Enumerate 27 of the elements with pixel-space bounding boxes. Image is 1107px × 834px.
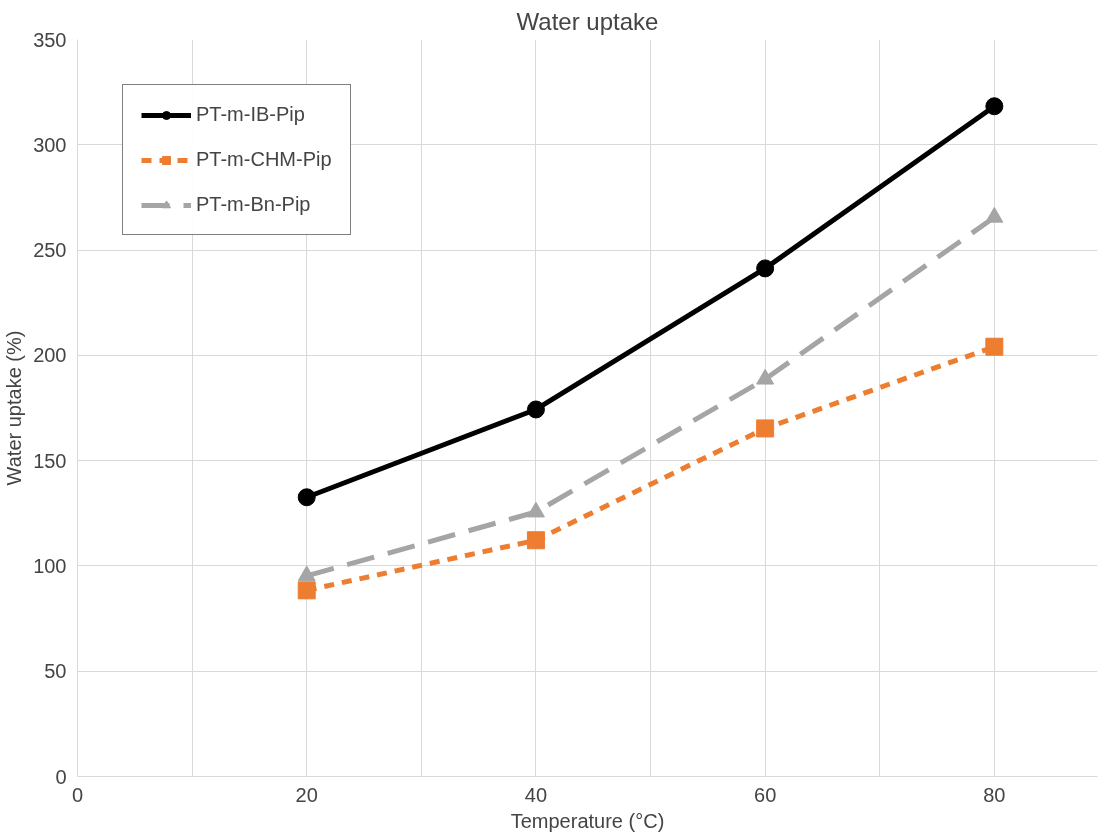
x-tick-label: 40 [524,783,548,806]
y-tick-label: 50 [44,660,67,683]
y-tick-label: 100 [33,554,67,577]
y-tick-label: 350 [33,28,67,51]
y-tick-label: 150 [33,449,67,472]
x-tick-label: 60 [754,783,777,806]
x-axis-title: Temperature (°C) [510,809,665,832]
point [985,337,1004,356]
point [526,531,545,550]
point [756,259,775,278]
legend-label: PT-m-Bn-Pip [196,193,311,216]
x-tick-label: 0 [71,783,84,806]
x-tick-label: 20 [295,783,318,806]
point [985,97,1004,116]
x-tick-label: 80 [983,783,1006,806]
point [756,419,775,438]
y-tick-label: 0 [55,765,67,788]
y-tick-label: 300 [33,133,67,156]
point [297,488,316,507]
legend-label: PT-m-IB-Pip [196,103,305,126]
y-tick-label: 200 [33,344,67,367]
point [297,581,316,600]
legend-label: PT-m-CHM-Pip [196,148,332,171]
point [526,400,545,419]
chart-title: Water uptake [516,7,659,35]
y-tick-label: 250 [33,239,67,262]
y-axis-title: Water uptake (%) [3,330,26,486]
